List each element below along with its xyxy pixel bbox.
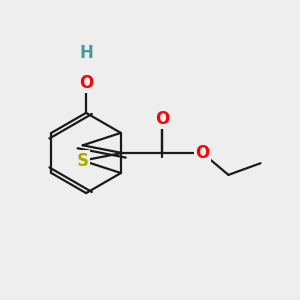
Text: S: S bbox=[77, 152, 89, 169]
Text: O: O bbox=[195, 144, 209, 162]
Text: H: H bbox=[79, 44, 93, 62]
Text: O: O bbox=[79, 74, 93, 92]
Text: O: O bbox=[155, 110, 169, 128]
